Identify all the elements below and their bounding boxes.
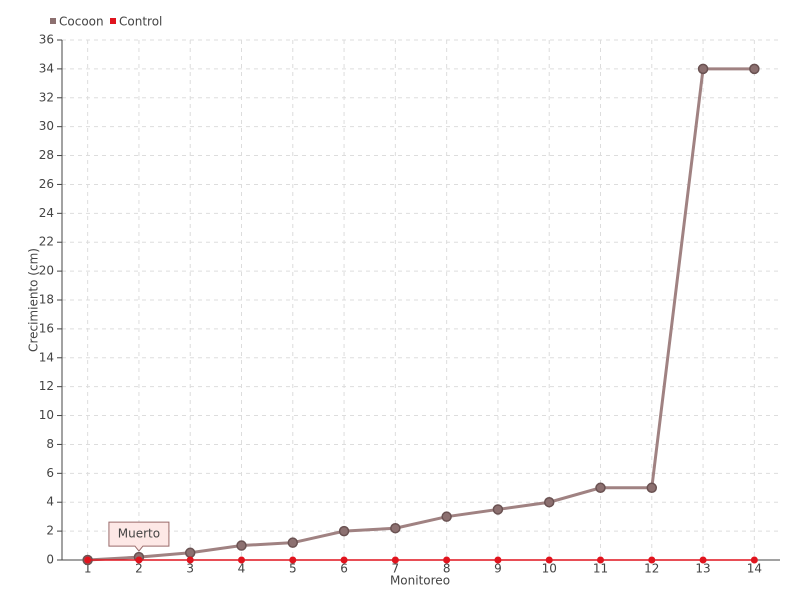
x-tick-label: 1 — [84, 562, 92, 576]
x-tick-label: 4 — [238, 562, 246, 576]
x-tick-label: 12 — [644, 562, 659, 576]
point — [238, 556, 245, 564]
x-tick-label: 6 — [340, 562, 348, 576]
point — [699, 556, 707, 564]
point — [338, 525, 350, 537]
x-tick-label: 7 — [392, 562, 400, 576]
point — [443, 556, 451, 564]
point — [749, 63, 760, 75]
y-tick-label: 0 — [46, 553, 54, 567]
x-tick-label: 8 — [443, 562, 451, 576]
point — [648, 556, 656, 564]
y-tick-label: 18 — [39, 293, 54, 307]
point — [545, 556, 553, 564]
y-tick-label: 6 — [46, 466, 54, 480]
point — [390, 522, 401, 534]
point — [441, 511, 452, 522]
x-tick-label: 5 — [289, 562, 297, 576]
y-tick-label: 34 — [39, 61, 54, 75]
x-tick-label: 9 — [494, 562, 502, 576]
legend-marker — [50, 18, 56, 24]
y-tick-label: 10 — [39, 408, 54, 422]
y-tick-label: 20 — [39, 264, 54, 278]
point — [184, 547, 196, 559]
x-axis-label: Monitoreo — [390, 574, 450, 588]
y-tick-label: 12 — [39, 379, 54, 393]
point — [236, 540, 247, 551]
point — [492, 504, 504, 515]
y-axis-label: Crecimiento (cm) — [27, 248, 41, 352]
x-tick-label: 14 — [747, 562, 762, 576]
x-tick-label: 2 — [135, 562, 143, 576]
point — [135, 556, 143, 564]
point — [340, 556, 348, 564]
y-tick-label: 16 — [39, 321, 54, 335]
point — [597, 556, 604, 564]
point — [84, 556, 92, 564]
y-tick-label: 36 — [39, 33, 54, 47]
point — [595, 482, 606, 494]
annotation: Muerto — [118, 527, 160, 541]
y-tick-label: 30 — [39, 119, 54, 133]
y-tick-label: 2 — [46, 524, 54, 538]
point — [697, 63, 709, 75]
point — [391, 556, 399, 564]
legend-label: Control — [119, 15, 162, 29]
point — [646, 482, 658, 494]
legend-marker — [110, 18, 116, 24]
y-tick-label: 32 — [39, 90, 54, 104]
point — [494, 556, 502, 564]
x-tick-label: 13 — [695, 562, 710, 576]
legend-label: Cocoon — [59, 15, 104, 29]
y-tick-label: 8 — [46, 437, 54, 451]
point — [750, 556, 758, 564]
point — [289, 556, 297, 564]
y-tick-label: 4 — [46, 495, 54, 509]
point — [186, 556, 194, 564]
y-tick-label: 14 — [39, 350, 54, 364]
y-tick-label: 28 — [39, 148, 54, 162]
x-tick-label: 10 — [542, 562, 557, 576]
annotation-box — [108, 521, 170, 552]
y-tick-label: 24 — [39, 206, 54, 220]
y-tick-label: 26 — [39, 177, 54, 191]
x-tick-label: 11 — [593, 562, 608, 576]
x-tick-label: 3 — [186, 562, 194, 576]
line — [87, 67, 755, 562]
point — [543, 496, 555, 508]
y-tick-label: 22 — [39, 235, 54, 249]
point — [287, 537, 299, 548]
